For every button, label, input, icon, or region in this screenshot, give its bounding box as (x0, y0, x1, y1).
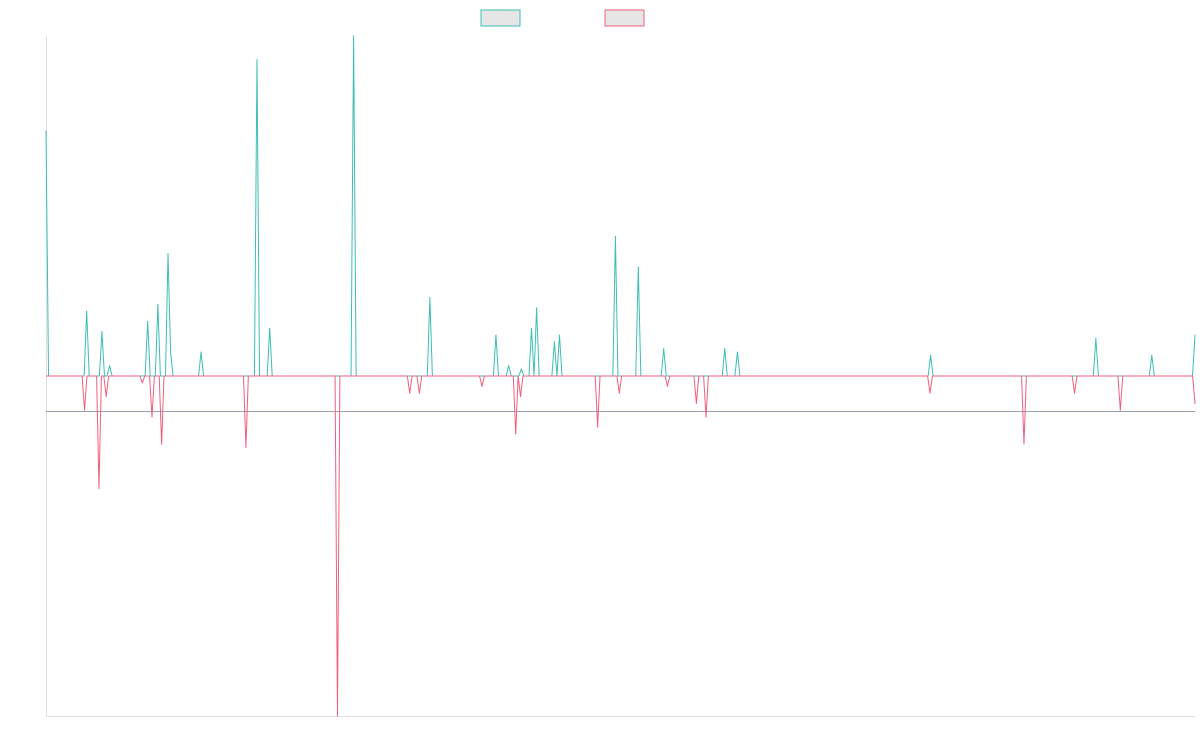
data-point-series-2[interactable] (245, 446, 247, 448)
data-point-series-1[interactable] (45, 130, 47, 132)
data-point-series-1[interactable] (508, 365, 510, 367)
data-point-series-2[interactable] (1073, 392, 1076, 394)
legend-swatch-series-2[interactable] (604, 9, 645, 27)
legend-swatch-series-1[interactable] (480, 9, 521, 27)
data-point-series-2[interactable] (105, 395, 107, 397)
series-line-2 (46, 375, 1196, 717)
data-point-series-1[interactable] (553, 341, 556, 343)
data-point-series-2[interactable] (1023, 443, 1025, 445)
data-point-series-2[interactable] (141, 382, 143, 384)
data-point-series-2[interactable] (161, 443, 163, 445)
data-point-series-1[interactable] (530, 327, 533, 329)
data-point-series-1[interactable] (495, 334, 497, 336)
data-point-series-1[interactable] (147, 321, 149, 323)
data-point-series-2[interactable] (515, 433, 517, 435)
data-point-series-1[interactable] (536, 307, 538, 309)
data-point-series-1[interactable] (86, 310, 88, 312)
data-point-series-1[interactable] (663, 348, 665, 350)
series-layer (45, 35, 1196, 717)
data-point-series-1[interactable] (169, 351, 172, 353)
data-point-series-1[interactable] (352, 35, 355, 37)
data-point-series-1[interactable] (200, 351, 202, 353)
data-point-series-2[interactable] (481, 385, 483, 387)
data-point-series-1[interactable] (256, 59, 258, 61)
data-point-series-2[interactable] (519, 395, 522, 397)
data-point-series-1[interactable] (614, 236, 617, 238)
data-point-series-2[interactable] (1194, 402, 1196, 404)
data-point-series-1[interactable] (520, 368, 522, 370)
data-point-series-2[interactable] (597, 426, 599, 428)
data-point-series-1[interactable] (269, 327, 271, 329)
data-point-series-1[interactable] (1095, 338, 1097, 340)
data-point-series-1[interactable] (157, 304, 159, 306)
data-point-series-1[interactable] (1194, 334, 1196, 336)
data-point-series-2[interactable] (929, 392, 931, 394)
data-point-series-1[interactable] (1151, 355, 1153, 357)
plot-area (45, 35, 1196, 717)
data-point-series-1[interactable] (108, 365, 111, 367)
data-point-series-2[interactable] (1119, 409, 1121, 411)
data-point-series-2[interactable] (409, 392, 411, 394)
data-point-series-2[interactable] (336, 715, 339, 717)
legend (480, 9, 645, 27)
data-point-series-1[interactable] (930, 355, 932, 357)
data-point-series-2[interactable] (98, 487, 100, 489)
data-point-series-1[interactable] (736, 351, 739, 353)
data-point-series-1[interactable] (637, 266, 639, 268)
data-point-series-2[interactable] (618, 392, 620, 394)
data-point-series-2[interactable] (705, 416, 707, 418)
data-point-series-2[interactable] (695, 402, 697, 404)
series-line-1 (45, 35, 1196, 377)
data-point-series-1[interactable] (101, 331, 103, 333)
data-point-series-2[interactable] (151, 416, 153, 418)
data-point-series-1[interactable] (558, 334, 561, 336)
data-point-series-1[interactable] (429, 297, 431, 299)
data-point-series-1[interactable] (167, 253, 169, 255)
data-point-series-2[interactable] (418, 392, 420, 394)
data-point-series-1[interactable] (724, 348, 726, 350)
data-point-series-2[interactable] (666, 385, 669, 387)
data-point-series-2[interactable] (83, 409, 86, 411)
